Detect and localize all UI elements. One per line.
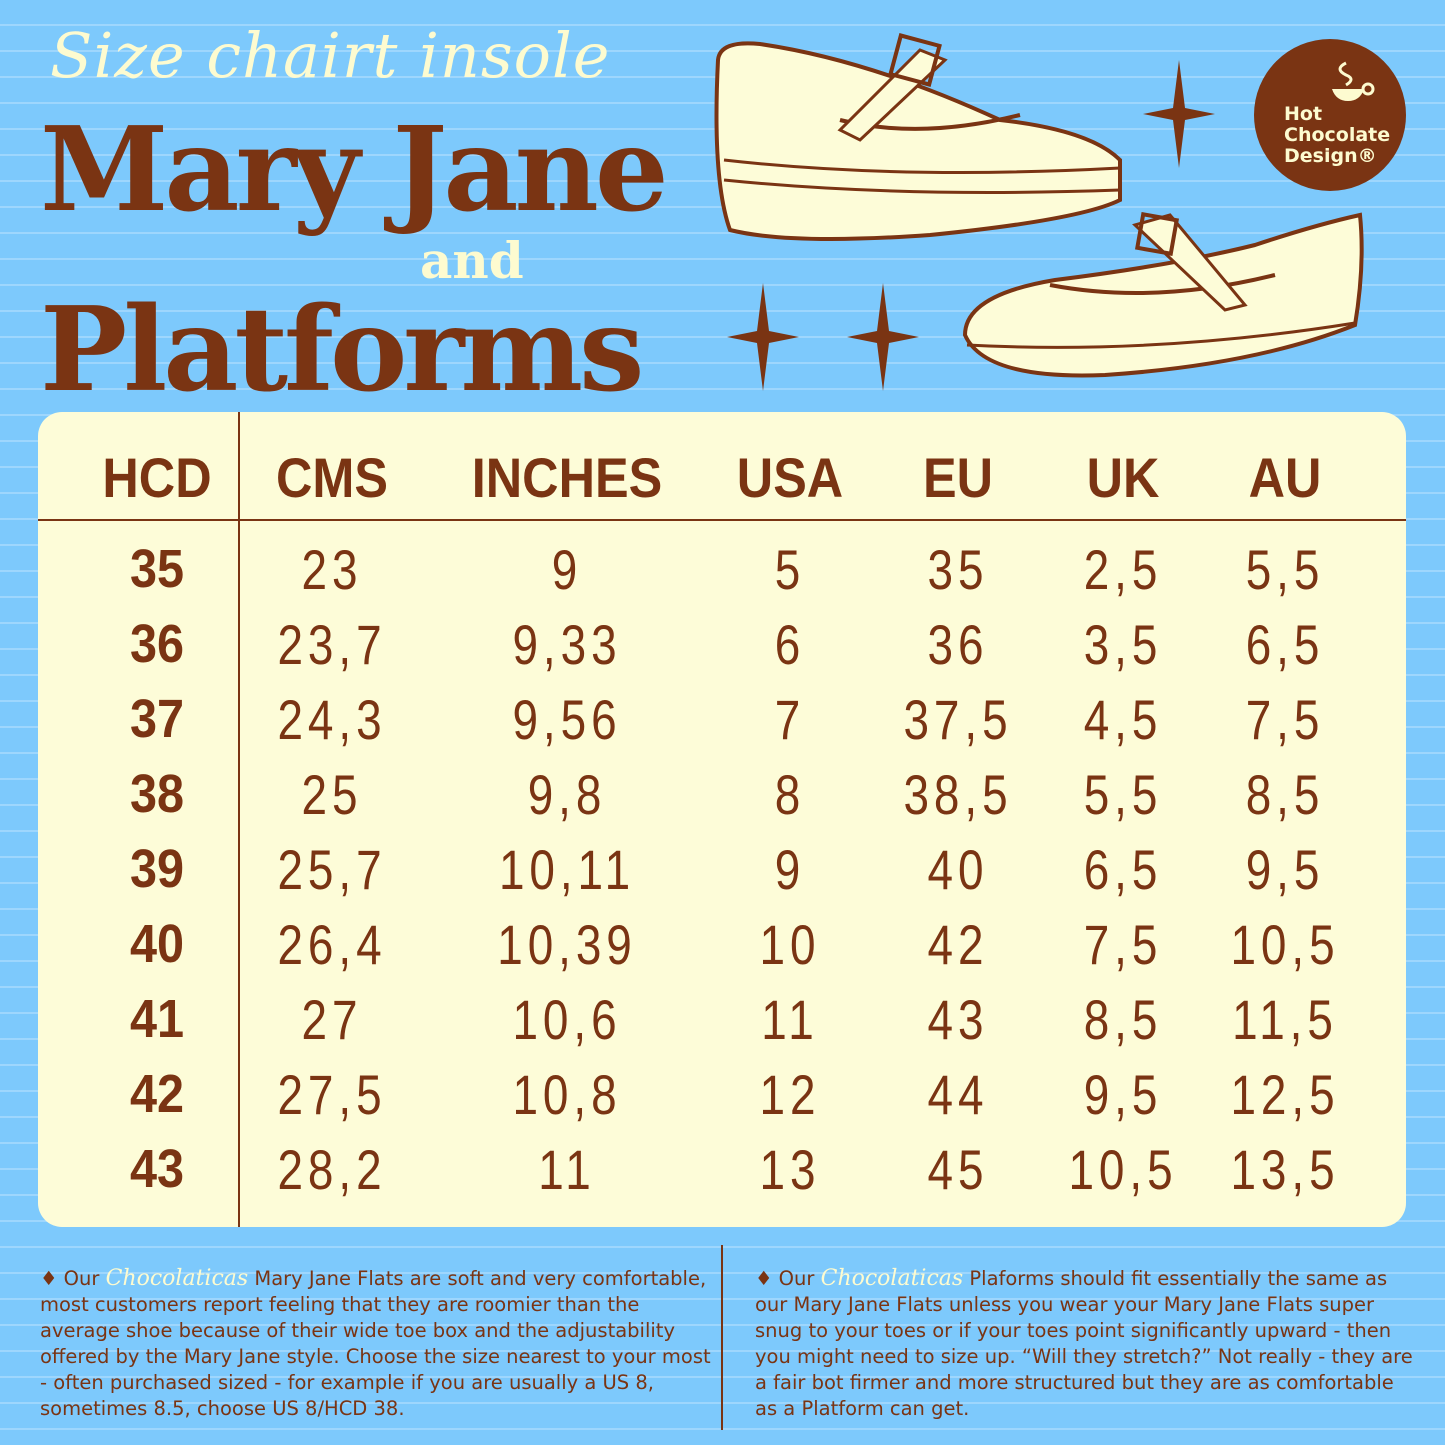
hcd-size-cell: 42 xyxy=(129,1064,185,1124)
star-icon xyxy=(727,283,799,391)
size-cell-uk: 2,5 xyxy=(1083,538,1163,601)
hcd-size-cell: 36 xyxy=(129,614,185,674)
hcd-size-cell: 40 xyxy=(129,914,185,974)
size-cell-uk: 7,5 xyxy=(1083,913,1163,976)
size-cell-eu: 38,5 xyxy=(903,763,1013,826)
star-icon xyxy=(1143,60,1215,168)
column-header-uk: UK xyxy=(1086,446,1160,509)
title-mary-jane: Mary Jane xyxy=(40,102,669,238)
size-cell-cms: 25,7 xyxy=(277,838,387,901)
star-icon xyxy=(847,283,919,391)
logo-text: Chocolate xyxy=(1284,124,1391,146)
column-header-eu: EU xyxy=(922,446,994,509)
size-cell-eu: 44 xyxy=(927,1063,989,1126)
hcd-size-cell: 43 xyxy=(129,1139,185,1199)
size-cell-cms: 25 xyxy=(301,763,363,826)
size-cell-cms: 27,5 xyxy=(277,1063,387,1126)
size-cell-usa: 7 xyxy=(774,688,806,751)
size-cell-usa: 11 xyxy=(761,988,819,1051)
size-cell-inches: 10,8 xyxy=(512,1063,622,1126)
size-cell-uk: 9,5 xyxy=(1083,1063,1163,1126)
chocolaticas-logo: Chocolaticas xyxy=(105,1266,249,1291)
size-cell-inches: 9,8 xyxy=(527,763,607,826)
size-cell-uk: 10,5 xyxy=(1068,1138,1178,1201)
size-cell-usa: 9 xyxy=(774,838,806,901)
column-header-hcd: HCD xyxy=(102,446,212,509)
notes-divider xyxy=(721,1245,723,1430)
column-divider xyxy=(238,412,240,1227)
size-cell-inches: 10,6 xyxy=(512,988,622,1051)
size-cell-uk: 5,5 xyxy=(1083,763,1163,826)
size-cell-cms: 28,2 xyxy=(277,1138,387,1201)
size-cell-inches: 9 xyxy=(551,538,583,601)
size-cell-au: 5,5 xyxy=(1245,538,1325,601)
column-header-usa: USA xyxy=(736,446,844,509)
size-cell-inches: 10,39 xyxy=(497,913,637,976)
hcd-size-cell: 38 xyxy=(129,764,185,824)
size-cell-inches: 11 xyxy=(538,1138,596,1201)
hot-chocolate-design-logo: Hot Chocolate Design® xyxy=(1254,39,1406,191)
size-cell-usa: 12 xyxy=(759,1063,821,1126)
chocolaticas-logo: Chocolaticas xyxy=(820,1266,964,1291)
size-cell-eu: 42 xyxy=(927,913,989,976)
size-cell-au: 11,5 xyxy=(1232,988,1338,1051)
note-platforms: ♦ Our Chocolaticas Plaforms should fit e… xyxy=(755,1266,1413,1420)
cup-icon xyxy=(1332,61,1375,101)
size-cell-au: 13,5 xyxy=(1230,1138,1340,1201)
size-cell-au: 6,5 xyxy=(1245,613,1325,676)
size-cell-uk: 6,5 xyxy=(1083,838,1163,901)
note-flats: ♦ Our Chocolaticas Mary Jane Flats are s… xyxy=(40,1266,711,1420)
size-cell-eu: 36 xyxy=(927,613,989,676)
size-cell-cms: 23,7 xyxy=(277,613,387,676)
column-header-cms: CMS xyxy=(275,446,389,509)
column-header-inches: INCHES xyxy=(471,446,663,509)
hcd-size-cell: 41 xyxy=(129,989,185,1049)
size-cell-inches: 9,33 xyxy=(512,613,622,676)
platform-shoe-illustration xyxy=(714,33,1122,241)
size-cell-eu: 37,5 xyxy=(903,688,1013,751)
size-cell-au: 10,5 xyxy=(1230,913,1340,976)
size-cell-inches: 9,56 xyxy=(512,688,622,751)
header-divider xyxy=(38,519,1406,521)
size-cell-au: 12,5 xyxy=(1230,1063,1340,1126)
size-cell-eu: 35 xyxy=(927,538,989,601)
title-platforms: Platforms xyxy=(40,282,644,418)
hcd-size-cell: 35 xyxy=(129,539,185,599)
size-cell-au: 8,5 xyxy=(1245,763,1325,826)
logo-text: Design® xyxy=(1284,145,1377,167)
size-cell-inches: 10,11 xyxy=(498,838,636,901)
size-cell-usa: 5 xyxy=(774,538,806,601)
size-cell-au: 7,5 xyxy=(1245,688,1325,751)
size-cell-cms: 26,4 xyxy=(277,913,387,976)
title-and: and xyxy=(420,231,524,290)
column-header-au: AU xyxy=(1248,446,1322,509)
script-title: Size chairt insole xyxy=(50,19,611,92)
flat-shoe-illustration xyxy=(962,211,1364,378)
size-cell-eu: 43 xyxy=(927,988,989,1051)
logo-text: Hot xyxy=(1284,103,1323,125)
size-cell-eu: 45 xyxy=(927,1138,989,1201)
size-cell-usa: 10 xyxy=(759,913,821,976)
size-cell-cms: 23 xyxy=(301,538,363,601)
size-cell-usa: 8 xyxy=(774,763,806,826)
hcd-size-cell: 39 xyxy=(129,839,185,899)
hcd-size-cell: 37 xyxy=(129,689,185,749)
size-table: HCD CMS INCHES USA EU UK AU 35 23 9 5 35 2,5 5,5 36 23,… xyxy=(38,412,1406,1227)
size-cell-cms: 24,3 xyxy=(277,688,387,751)
size-cell-au: 9,5 xyxy=(1245,838,1325,901)
size-cell-uk: 3,5 xyxy=(1083,613,1163,676)
size-cell-cms: 27 xyxy=(301,988,363,1051)
size-cell-uk: 4,5 xyxy=(1083,688,1163,751)
size-cell-uk: 8,5 xyxy=(1083,988,1163,1051)
size-cell-usa: 13 xyxy=(759,1138,821,1201)
size-cell-eu: 40 xyxy=(927,838,989,901)
size-cell-usa: 6 xyxy=(774,613,806,676)
